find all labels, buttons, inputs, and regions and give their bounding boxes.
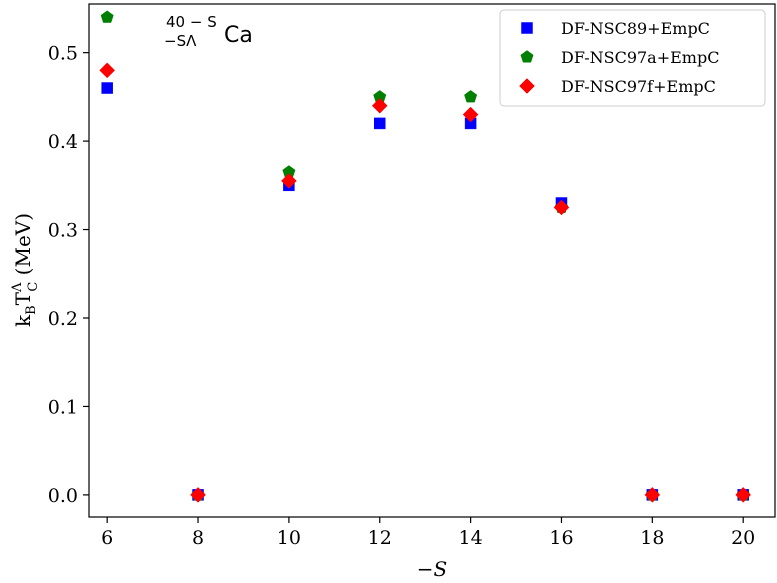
x-tick-label: 12 [368, 527, 392, 549]
x-tick-label: 14 [459, 527, 483, 549]
x-axis-label: −S [417, 557, 447, 581]
data-point-square [101, 82, 113, 94]
data-point-diamond [462, 106, 479, 123]
legend-marker-diamond [519, 78, 535, 94]
x-axis-ticks: 6 8 10 12 14 16 18 20 [101, 517, 755, 549]
x-tick-label: 10 [277, 527, 301, 549]
data-point-diamond [371, 97, 388, 114]
y-tick-label: 0.1 [48, 396, 78, 418]
legend-marker-pentagon [520, 50, 534, 63]
x-tick-label: 20 [731, 527, 755, 549]
y-axis-ticks: 0.0 0.1 0.2 0.3 0.4 0.5 [48, 43, 89, 507]
data-point-diamond [553, 199, 570, 216]
plot-frame [88, 3, 776, 518]
data-point-diamond [644, 487, 661, 503]
isotope-annotation: 40 − S −SΛ Ca [164, 13, 253, 50]
legend-label: DF-NSC97a+EmpC [561, 48, 719, 67]
data-point-diamond [735, 487, 752, 503]
y-axis-label: kBTΛC (MeV) [10, 213, 41, 327]
legend: DF-NSC89+EmpC DF-NSC97a+EmpC DF-NSC97f+Emp… [499, 9, 766, 107]
y-tick-label: 0.3 [48, 220, 78, 242]
data-point-square [374, 117, 386, 130]
y-tick-label: 0.0 [48, 485, 78, 507]
svg-text:40 − S: 40 − S [166, 13, 217, 31]
y-tick-label: 0.5 [48, 43, 78, 65]
data-point-diamond [281, 173, 297, 189]
legend-box [499, 9, 766, 107]
y-tick-label: 0.4 [48, 131, 78, 153]
svg-text:Ca: Ca [224, 23, 253, 48]
data-point-diamond [190, 487, 206, 503]
legend-marker-square [521, 22, 533, 34]
data-points [99, 10, 752, 503]
x-tick-label: 6 [101, 527, 113, 549]
x-tick-label: 18 [640, 527, 664, 549]
legend-label: DF-NSC97f+EmpC [561, 77, 716, 96]
y-tick-label: 0.2 [48, 308, 78, 330]
data-point-pentagon [100, 10, 114, 23]
svg-text:−SΛ: −SΛ [164, 32, 197, 50]
data-point-pentagon [464, 90, 478, 103]
data-point-diamond [99, 62, 116, 79]
x-tick-label: 8 [192, 527, 204, 549]
legend-label: DF-NSC89+EmpC [561, 19, 710, 38]
x-tick-label: 16 [549, 527, 573, 549]
